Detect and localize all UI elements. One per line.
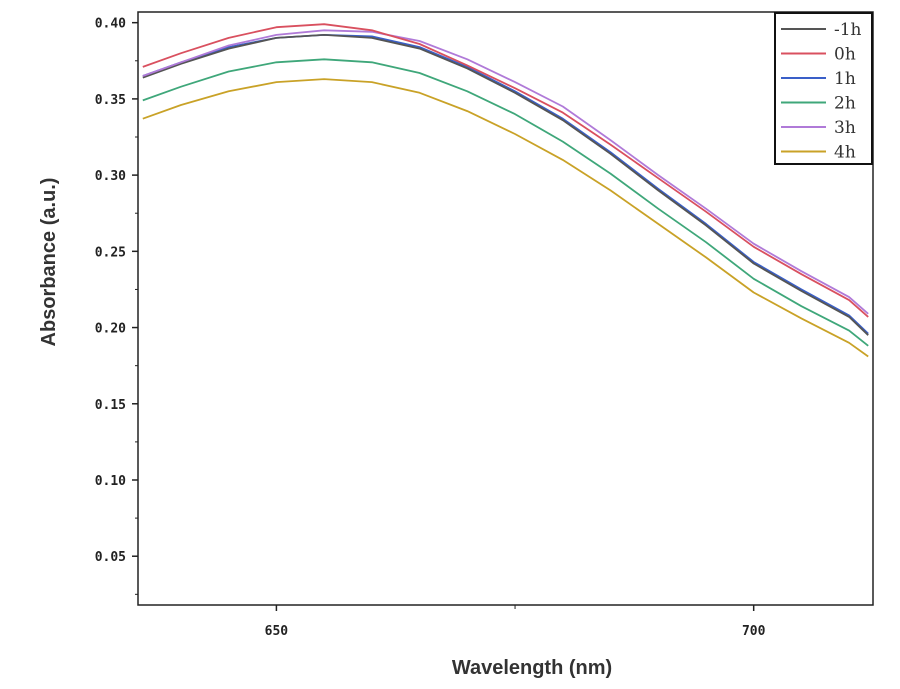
series-line--1h xyxy=(142,34,869,336)
series-line-0h xyxy=(142,23,869,318)
series-line-2h xyxy=(142,58,869,347)
x-tick-label: 700 xyxy=(742,624,766,639)
y-tick-label: 0.35 xyxy=(95,93,126,108)
y-tick-label: 0.10 xyxy=(95,474,126,489)
y-tick-label: 0.25 xyxy=(95,245,126,260)
y-tick-label: 0.05 xyxy=(95,550,126,565)
legend-label-3h: 3h xyxy=(834,118,856,138)
y-tick-label: 0.20 xyxy=(95,322,126,337)
x-axis-label: Wavelength (nm) xyxy=(452,657,612,679)
y-tick-label: 0.40 xyxy=(95,17,126,32)
x-tick-label: 650 xyxy=(265,624,289,639)
legend-label-2h: 2h xyxy=(834,94,856,114)
y-tick-label: 0.15 xyxy=(95,398,126,413)
legend: -1h 0h 1h 2h 3h 4h xyxy=(774,12,873,165)
legend-label-4h: 4h xyxy=(834,143,856,163)
series-line-4h xyxy=(142,78,869,358)
legend-label-1h: 1h xyxy=(834,69,856,89)
y-tick-label: 0.30 xyxy=(95,169,126,184)
series-line-1h xyxy=(142,34,869,335)
y-axis-label: Absorbance (a.u.) xyxy=(38,178,60,347)
legend-label-0h: 0h xyxy=(834,45,856,65)
plot-frame xyxy=(137,11,874,606)
series-line-3h xyxy=(142,29,869,315)
legend-label--1h: -1h xyxy=(834,20,862,40)
